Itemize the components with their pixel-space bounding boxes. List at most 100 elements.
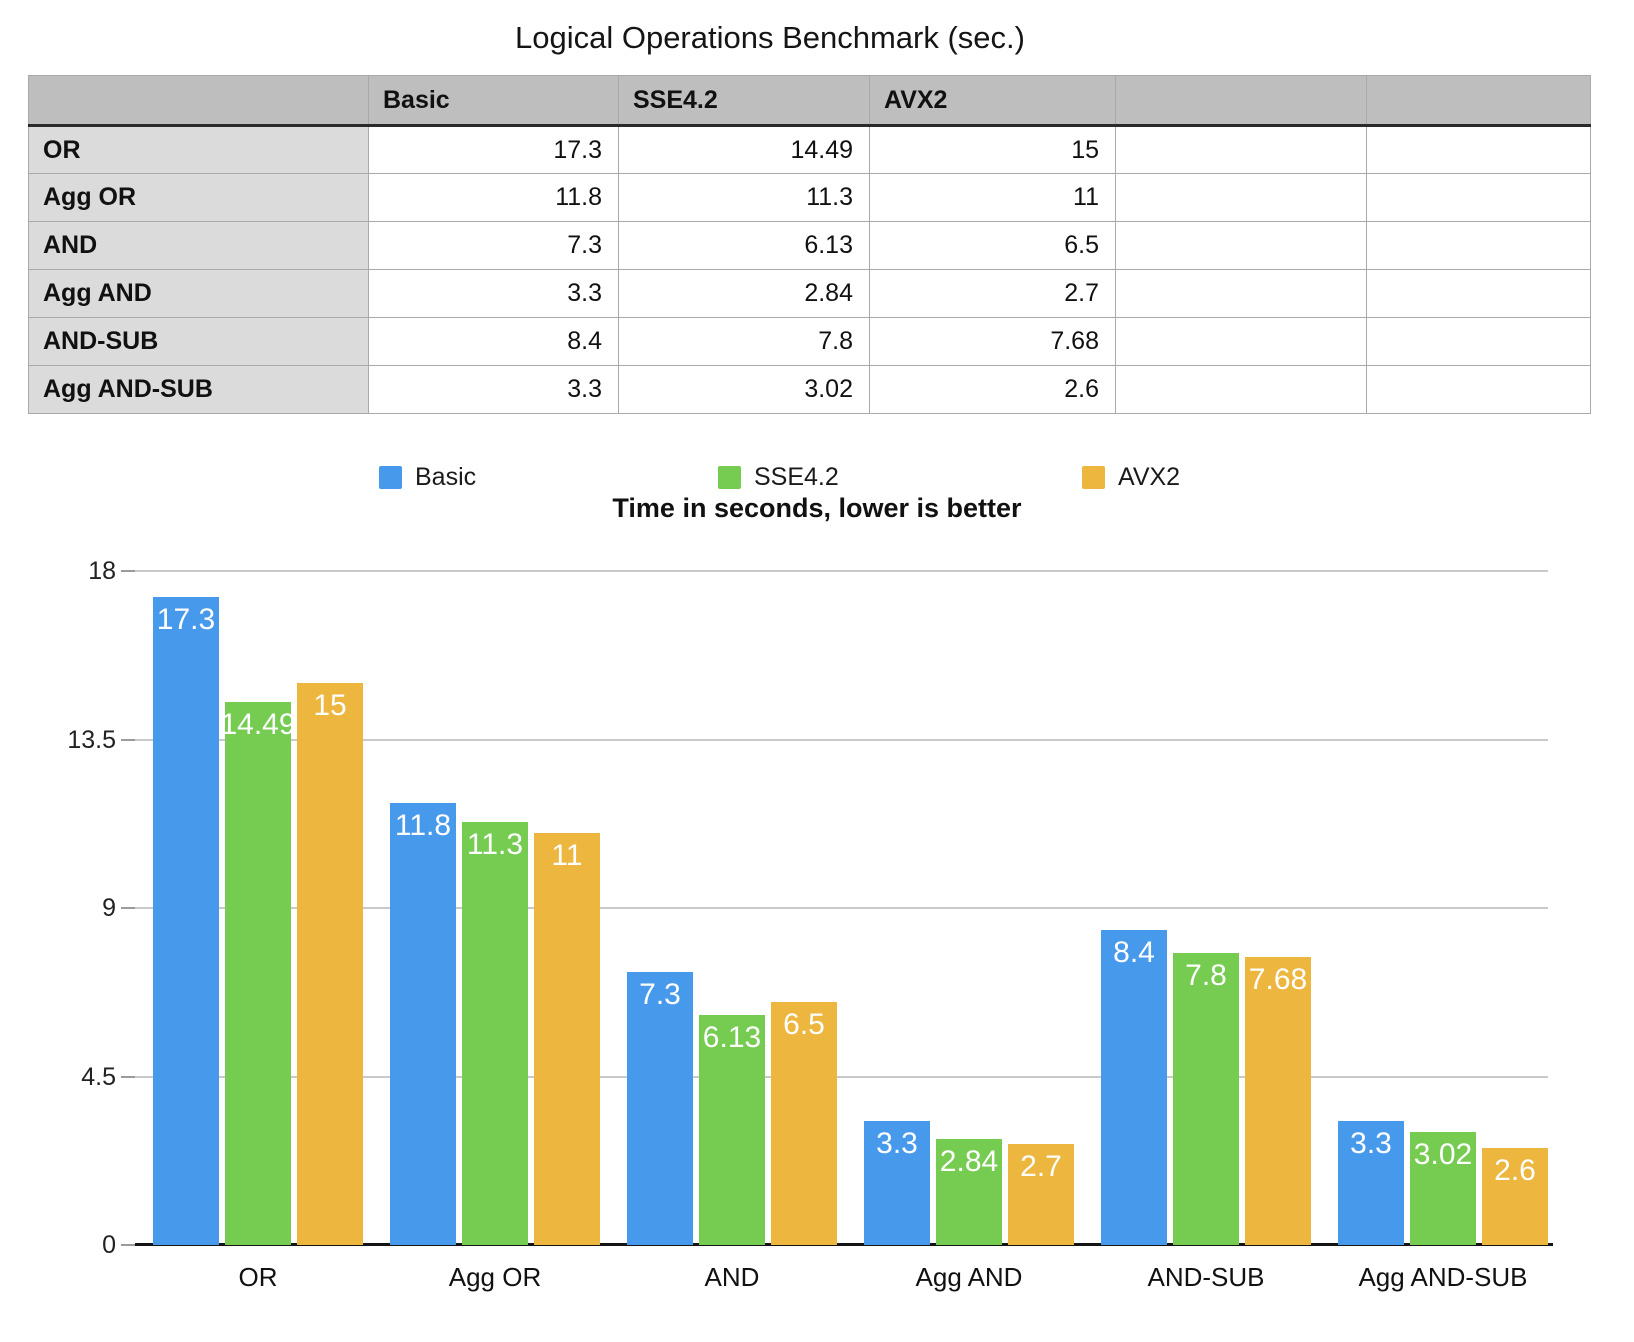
table-cell <box>1115 125 1367 174</box>
bar-value-label: 7.68 <box>1248 963 1308 996</box>
table-cell: 6.13 <box>618 221 870 270</box>
bar-value-label: 6.13 <box>702 1021 762 1054</box>
table-cell <box>1115 269 1367 318</box>
y-axis-label: 18 <box>88 557 116 585</box>
legend-item-avx2: AVX2 <box>1082 463 1181 491</box>
table-row: AND-SUB 8.4 7.8 7.68 <box>28 317 1591 366</box>
gridline <box>135 739 1548 741</box>
y-axis-tick <box>121 570 135 572</box>
bar-sse4-2-and: 6.13 <box>699 1015 765 1245</box>
bar-value-label: 11 <box>551 839 583 872</box>
row-label: OR <box>28 125 369 174</box>
y-axis-tick <box>121 1076 135 1078</box>
bar-value-label: 2.7 <box>1020 1150 1062 1183</box>
bar-avx2-agg-and-sub: 2.6 <box>1482 1148 1548 1245</box>
bar-basic-or: 17.3 <box>153 597 219 1245</box>
y-axis-tick <box>121 739 135 741</box>
table-cell <box>1115 317 1367 366</box>
legend-label: SSE4.2 <box>754 463 839 491</box>
legend-label: Basic <box>415 463 477 491</box>
table-cell: 3.02 <box>618 365 870 414</box>
bar-value-label: 3.02 <box>1413 1138 1473 1171</box>
table-cell: 2.7 <box>869 269 1116 318</box>
table-cell <box>1115 173 1367 222</box>
bar-value-label: 11.8 <box>394 809 452 842</box>
row-label: AND-SUB <box>28 317 369 366</box>
table-cell: 3.3 <box>368 365 619 414</box>
bar-value-label: 8.4 <box>1113 936 1155 969</box>
table-cell: 2.84 <box>618 269 870 318</box>
table-cell <box>1115 365 1367 414</box>
table-cell <box>1366 269 1591 318</box>
y-axis-label: 13.5 <box>67 726 116 754</box>
bar-sse4-2-or: 14.49 <box>220 702 296 1245</box>
x-axis-label-and-sub: AND-SUB <box>1147 1262 1265 1292</box>
y-axis-tick <box>121 907 135 909</box>
gridline <box>135 1076 1548 1078</box>
table-column-header <box>1366 75 1591 127</box>
y-axis-label: 0 <box>102 1231 116 1259</box>
bar-sse4-2-agg-and: 2.84 <box>936 1139 1002 1245</box>
page-title: Logical Operations Benchmark (sec.) <box>514 20 1025 55</box>
chart-subtitle: Time in seconds, lower is better <box>612 493 1022 523</box>
bar-basic-and-sub: 8.4 <box>1101 930 1167 1245</box>
row-label: Agg OR <box>28 173 369 222</box>
legend-swatch-avx2 <box>1082 466 1105 489</box>
y-axis-label: 4.5 <box>81 1063 116 1091</box>
row-label: Agg AND-SUB <box>28 365 369 414</box>
table-cell: 11.8 <box>368 173 619 222</box>
table-cell: 15 <box>869 125 1116 174</box>
table-column-header: SSE4.2 <box>618 75 870 127</box>
y-axis-label: 9 <box>102 894 116 922</box>
table-cell <box>1366 365 1591 414</box>
bar-basic-agg-or: 11.8 <box>390 803 456 1245</box>
table-cell <box>1366 317 1591 366</box>
row-label: Agg AND <box>28 269 369 318</box>
bar-value-label: 2.84 <box>939 1145 999 1178</box>
legend-swatch-sse4-2 <box>718 466 741 489</box>
table-column-header <box>1115 75 1367 127</box>
legend-label: AVX2 <box>1118 463 1181 491</box>
x-axis-label-agg-and-sub: Agg AND-SUB <box>1358 1262 1528 1292</box>
legend-item-sse4-2: SSE4.2 <box>718 463 839 491</box>
row-label: AND <box>28 221 369 270</box>
x-axis-label-agg-and: Agg AND <box>915 1262 1023 1292</box>
bar-avx2-or: 15 <box>297 683 363 1245</box>
bar-value-label: 3.3 <box>1350 1127 1392 1160</box>
bar-value-label: 11.3 <box>466 828 524 861</box>
x-axis-label-and: AND <box>704 1262 760 1292</box>
bar-basic-agg-and: 3.3 <box>864 1121 930 1245</box>
table-cell: 6.5 <box>869 221 1116 270</box>
bar-value-label: 14.49 <box>220 708 296 741</box>
table-cell <box>1366 173 1591 222</box>
bar-basic-and: 7.3 <box>627 972 693 1245</box>
bar-value-label: 2.6 <box>1494 1154 1536 1187</box>
table-header-row: Basic SSE4.2 AVX2 <box>28 75 1591 127</box>
bar-value-label: 3.3 <box>876 1127 918 1160</box>
y-axis-tick <box>121 1244 135 1246</box>
bar-avx2-agg-and: 2.7 <box>1008 1144 1074 1245</box>
table-row: Agg AND-SUB 3.3 3.02 2.6 <box>28 365 1591 414</box>
gridline <box>135 570 1548 572</box>
bar-basic-agg-and-sub: 3.3 <box>1338 1121 1404 1245</box>
table-column-header: AVX2 <box>869 75 1116 127</box>
gridline <box>135 907 1548 909</box>
bar-value-label: 7.3 <box>639 978 681 1011</box>
x-axis-label-agg-or: Agg OR <box>448 1262 542 1292</box>
legend-item-basic: Basic <box>379 463 477 491</box>
legend-swatch-basic <box>379 466 402 489</box>
table-cell: 3.3 <box>368 269 619 318</box>
table-column-header: Basic <box>368 75 619 127</box>
bar-value-label: 7.8 <box>1185 959 1227 992</box>
table-row: OR 17.3 14.49 15 <box>28 125 1591 174</box>
table-cell: 7.68 <box>869 317 1116 366</box>
bar-sse4-2-agg-or: 11.3 <box>462 822 528 1245</box>
bar-sse4-2-and-sub: 7.8 <box>1173 953 1239 1245</box>
bar-value-label: 6.5 <box>783 1008 825 1041</box>
table-cell: 8.4 <box>368 317 619 366</box>
bar-avx2-and: 6.5 <box>771 1002 837 1245</box>
benchmark-table: Basic SSE4.2 AVX2 OR 17.3 14.49 15 Agg OR 11.8 1… <box>28 75 1591 414</box>
bar-avx2-and-sub: 7.68 <box>1245 957 1311 1245</box>
